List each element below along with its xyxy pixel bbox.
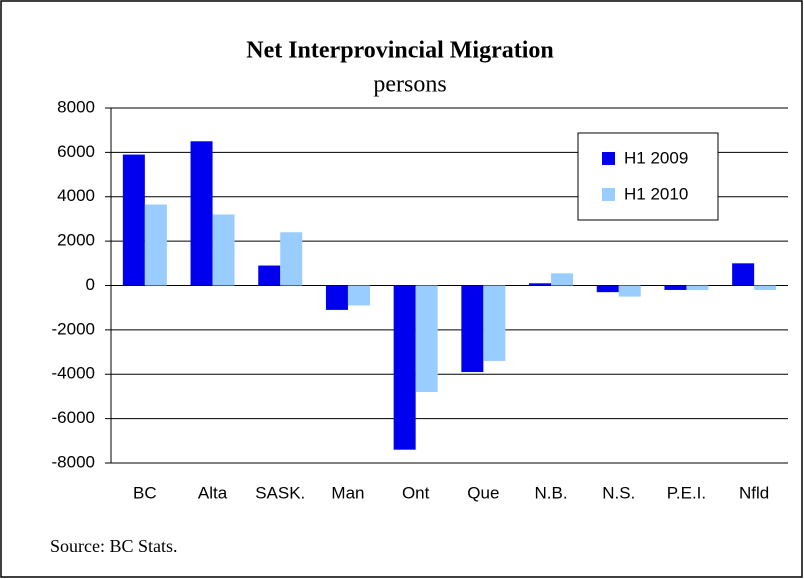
bar: [618, 285, 641, 297]
bar: [258, 265, 281, 286]
legend-swatch: [602, 188, 615, 201]
bar: [461, 285, 484, 373]
bar: [732, 263, 755, 286]
x-tick-label: Que: [467, 483, 499, 502]
y-tick-label: -2000: [52, 319, 95, 338]
x-tick-label: P.E.I.: [667, 483, 706, 502]
legend-label: H1 2009: [624, 148, 688, 167]
bar: [754, 285, 777, 290]
y-tick-label: 8000: [57, 97, 95, 116]
legend-label: H1 2010: [624, 184, 688, 203]
y-tick-label: -6000: [52, 408, 95, 427]
bar: [551, 273, 574, 286]
bar: [415, 285, 438, 392]
bar: [144, 204, 167, 286]
x-tick-label: N.S.: [602, 483, 635, 502]
x-tick-label: BC: [133, 483, 157, 502]
y-tick-label: 6000: [57, 142, 95, 161]
x-tick-label: SASK.: [255, 483, 305, 502]
bar: [529, 283, 552, 286]
y-tick-label: -4000: [52, 364, 95, 383]
x-tick-label: Man: [331, 483, 364, 502]
bar: [483, 285, 506, 361]
x-tick-label: N.B.: [535, 483, 568, 502]
x-tick-label: Ont: [402, 483, 430, 502]
y-tick-label: -8000: [52, 452, 95, 471]
y-tick-label: 2000: [57, 231, 95, 250]
source-note: Source: BC Stats.: [50, 536, 178, 556]
legend-swatch: [602, 152, 615, 165]
bar: [664, 285, 687, 290]
y-tick-label: 4000: [57, 186, 95, 205]
chart-subtitle: persons: [373, 72, 446, 98]
legend-box: [577, 132, 719, 221]
bar: [686, 285, 709, 290]
bar: [280, 232, 303, 286]
bar: [122, 154, 145, 286]
bar: [212, 214, 235, 286]
bar: [190, 141, 213, 286]
bar: [347, 285, 370, 306]
y-tick-label: 0: [86, 275, 95, 294]
bar: [393, 285, 416, 450]
x-tick-label: Alta: [198, 483, 228, 502]
bar: [325, 285, 348, 310]
chart-title: Net Interprovincial Migration: [246, 38, 554, 64]
x-tick-label: Nfld: [739, 483, 769, 502]
bar: [596, 285, 619, 293]
